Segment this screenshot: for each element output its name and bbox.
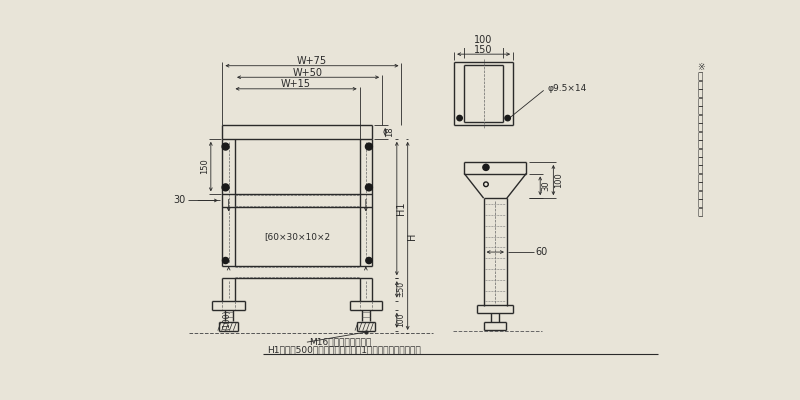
Text: 60: 60 xyxy=(535,247,548,257)
Text: 30: 30 xyxy=(541,180,550,191)
Circle shape xyxy=(222,143,229,150)
Circle shape xyxy=(222,258,229,264)
Text: H: H xyxy=(406,232,417,240)
Text: タ: タ xyxy=(698,98,703,107)
Text: 。: 。 xyxy=(698,208,703,217)
Text: M16アジャストボルト: M16アジャストボルト xyxy=(310,338,371,347)
Text: ±50: ±50 xyxy=(396,281,405,298)
Text: 150: 150 xyxy=(474,44,493,54)
Text: ス: ス xyxy=(698,90,703,98)
Text: オ: オ xyxy=(698,124,703,132)
Text: ー: ー xyxy=(698,106,703,116)
Text: と: と xyxy=(698,166,703,175)
Text: な: な xyxy=(698,174,703,183)
Text: ※: ※ xyxy=(697,63,704,72)
Circle shape xyxy=(366,258,372,264)
Text: 100: 100 xyxy=(554,172,563,188)
Circle shape xyxy=(483,164,489,170)
Text: W+15: W+15 xyxy=(281,79,311,89)
Circle shape xyxy=(366,184,373,191)
Text: 30: 30 xyxy=(173,196,186,206)
Text: は: は xyxy=(698,115,703,124)
Text: り: り xyxy=(698,183,703,192)
Text: 100: 100 xyxy=(396,313,405,328)
Text: ャ: ャ xyxy=(698,81,703,90)
Text: W+50: W+50 xyxy=(293,68,323,78)
Text: す: す xyxy=(698,200,703,209)
Text: [60×30×10×2: [60×30×10×2 xyxy=(264,232,330,241)
Text: 100: 100 xyxy=(474,35,493,45)
Circle shape xyxy=(505,115,510,121)
Circle shape xyxy=(222,184,229,191)
Text: W+75: W+75 xyxy=(297,56,327,66)
Text: ョ: ョ xyxy=(698,149,703,158)
Circle shape xyxy=(366,143,373,150)
Text: シ: シ xyxy=(698,140,703,149)
Text: φ9.5×14: φ9.5×14 xyxy=(548,84,587,93)
Text: ま: ま xyxy=(698,191,703,200)
Text: (100): (100) xyxy=(222,310,232,330)
Circle shape xyxy=(457,115,462,121)
Text: H1寸法が500未満の場合、支手は1本で下段につきます。: H1寸法が500未満の場合、支手は1本で下段につきます。 xyxy=(266,345,420,354)
Text: プ: プ xyxy=(698,132,703,141)
Text: ン: ン xyxy=(698,157,703,166)
Text: キ: キ xyxy=(698,73,703,82)
Text: H1: H1 xyxy=(396,202,406,215)
Text: 18: 18 xyxy=(386,127,394,137)
Text: 150: 150 xyxy=(200,159,209,174)
